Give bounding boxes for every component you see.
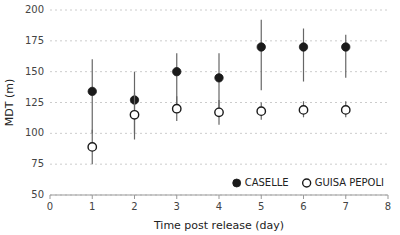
point — [299, 43, 307, 51]
series — [88, 20, 350, 133]
grid-line — [50, 133, 388, 134]
x-tick-label: 0 — [47, 201, 53, 212]
x-tick — [261, 195, 262, 199]
y-tick-label: 100 — [25, 127, 44, 138]
x-tick — [388, 195, 389, 199]
point — [173, 67, 181, 75]
point — [130, 111, 138, 119]
grid-line — [50, 10, 388, 11]
point — [88, 87, 96, 95]
y-axis: 50 75 100 125 150 175 200 — [25, 4, 388, 200]
x-tick-label: 3 — [174, 201, 180, 212]
error-bar — [303, 29, 304, 82]
x-tick — [176, 195, 177, 199]
point — [88, 143, 96, 151]
point — [342, 43, 350, 51]
x-tick-label: 5 — [258, 201, 264, 212]
x-tick — [345, 195, 346, 199]
legend-swatch — [233, 179, 241, 187]
x-tick-label: 7 — [343, 201, 349, 212]
y-tick-label: 125 — [25, 97, 44, 108]
point — [299, 106, 307, 114]
x-tick-label: 4 — [216, 201, 222, 212]
legend-item: GUISA PEPOLI — [303, 177, 384, 188]
y-tick-label: 200 — [25, 4, 44, 15]
x-tick — [303, 195, 304, 199]
grid-line — [50, 164, 388, 165]
point — [257, 107, 265, 115]
grid-line — [50, 40, 388, 41]
y-tick-label: 150 — [25, 66, 44, 77]
error-bar — [261, 20, 262, 90]
point — [173, 104, 181, 112]
legend-item: CASELLE — [233, 177, 289, 188]
error-bar — [345, 35, 346, 78]
x-tick-label: 1 — [89, 201, 95, 212]
y-tick-label: 175 — [25, 35, 44, 46]
y-tick-label: 50 — [31, 189, 44, 200]
x-tick — [92, 195, 93, 199]
x-axis-label: Time post release (day) — [153, 219, 284, 232]
x-axis: 0 1 2 3 4 5 6 7 8 — [47, 195, 391, 212]
x-tick — [134, 195, 135, 199]
x-tick-label: 2 — [131, 201, 137, 212]
x-tick — [50, 195, 51, 199]
legend-label: GUISA PEPOLI — [315, 177, 384, 188]
x-tick — [219, 195, 220, 199]
legend-swatch — [303, 179, 311, 187]
x-tick-label: 6 — [300, 201, 306, 212]
point — [342, 106, 350, 114]
x-tick-label: 8 — [385, 201, 391, 212]
y-axis-label: MDT (m) — [3, 79, 16, 126]
point — [257, 43, 265, 51]
point — [215, 74, 223, 82]
chart: 50 75 100 125 150 175 200 0 1 2 3 4 5 6 7 8 Time post re… — [0, 0, 400, 235]
y-tick-label: 75 — [31, 158, 44, 169]
marks — [88, 20, 350, 164]
series — [88, 93, 350, 165]
point — [215, 108, 223, 116]
legend-label: CASELLE — [245, 177, 289, 188]
legend: CASELLE GUISA PEPOLI — [233, 177, 384, 188]
error-bar — [92, 59, 93, 133]
